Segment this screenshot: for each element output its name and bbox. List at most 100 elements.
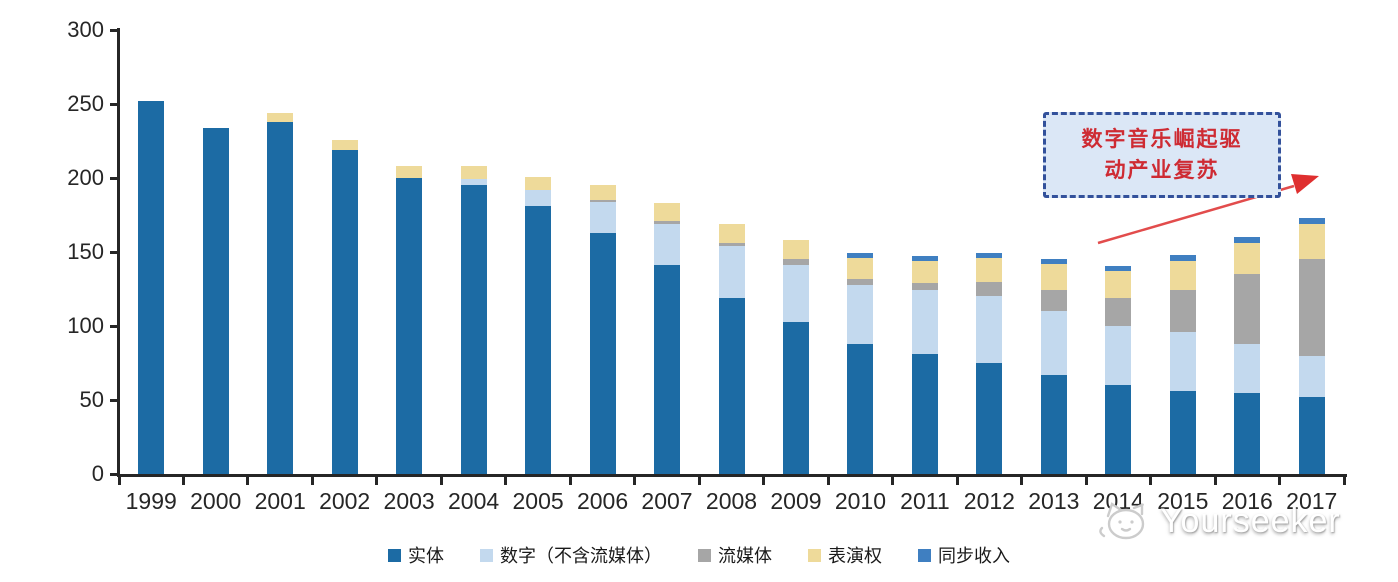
x-tick-label: 2010 (834, 488, 887, 514)
legend-item: 流媒体 (698, 542, 772, 568)
bar-segment-流媒体 (718, 243, 745, 247)
bar-segment-表演权 (331, 139, 358, 150)
x-tick (310, 476, 314, 485)
x-tick-label: 2016 (1221, 488, 1273, 514)
x-tick (246, 476, 250, 485)
bar-segment-实体 (718, 297, 745, 474)
bar-segment-同步收入 (1169, 254, 1196, 261)
legend-label: 表演权 (828, 546, 882, 566)
bar-segment-实体 (654, 265, 681, 474)
bar-segment-实体 (202, 127, 229, 474)
bar-segment-实体 (1234, 392, 1261, 474)
bar-segment-同步收入 (976, 253, 1003, 258)
bar-segment-数字（不含流媒体） (847, 284, 874, 344)
bar-segment-表演权 (1105, 271, 1132, 298)
legend-label: 实体 (408, 546, 444, 566)
y-tick-label: 300 (67, 17, 104, 42)
bar-segment-实体 (138, 101, 165, 474)
x-tick (1278, 476, 1282, 485)
bar-segment-数字（不含流媒体） (911, 290, 938, 355)
legend-label: 数字（不含流媒体） (500, 546, 662, 566)
x-tick (1020, 476, 1024, 485)
x-tick-label: 2002 (319, 488, 371, 514)
bar-segment-表演权 (1169, 260, 1196, 291)
y-tick-label: 250 (67, 91, 104, 116)
bar-segment-数字（不含流媒体） (460, 179, 487, 186)
x-tick (762, 476, 766, 485)
y-tick-label: 100 (67, 313, 104, 338)
x-tick (439, 476, 443, 485)
bar-segment-实体 (911, 354, 938, 474)
x-tick (826, 476, 830, 485)
bar-segment-表演权 (589, 185, 616, 201)
annotation-arrowhead (1291, 174, 1319, 194)
bar-segment-表演权 (976, 257, 1003, 282)
legend-swatch-icon (388, 548, 401, 562)
bar-segment-表演权 (782, 240, 809, 260)
legend-item: 同步收入 (918, 542, 1010, 568)
x-tick-label: 2000 (190, 488, 242, 514)
watermark-text: Yourseeker (1160, 501, 1341, 540)
bar-segment-数字（不含流媒体） (1298, 355, 1325, 398)
bar-segment-数字（不含流媒体） (976, 296, 1003, 363)
y-tick (110, 473, 119, 476)
legend-item: 实体 (388, 542, 444, 568)
bar-segment-流媒体 (654, 220, 681, 224)
bar-segment-数字（不含流媒体） (589, 201, 616, 233)
x-tick (697, 476, 701, 485)
y-tick-label: 0 (91, 461, 104, 486)
legend-label: 流媒体 (718, 546, 772, 566)
bar-segment-实体 (331, 149, 358, 474)
x-tick (891, 476, 895, 485)
bar-segment-实体 (1169, 391, 1196, 474)
watermark-logo-icon (1099, 502, 1145, 540)
x-tick (1149, 476, 1153, 485)
x-tick (504, 476, 508, 485)
annotation-text-line1: 数字音乐崛起驱 (1081, 128, 1243, 151)
x-tick-label: 2007 (641, 488, 693, 514)
x-tick (1342, 476, 1346, 485)
bar-segment-表演权 (267, 112, 294, 122)
y-tick (110, 103, 119, 106)
bar-segment-表演权 (654, 203, 681, 221)
x-tick (181, 476, 185, 485)
y-tick-label: 50 (79, 387, 104, 412)
x-tick (633, 476, 637, 485)
bar-segment-同步收入 (911, 256, 938, 261)
x-axis-line (117, 474, 1347, 477)
bar-segment-实体 (847, 343, 874, 474)
legend-swatch-icon (808, 548, 821, 562)
y-tick (110, 251, 119, 254)
bar-segment-流媒体 (911, 283, 938, 291)
annotation-text-line2: 动产业复苏 (1104, 159, 1220, 182)
bar-segment-同步收入 (1105, 266, 1132, 272)
bar-segment-实体 (1105, 385, 1132, 474)
bar-segment-表演权 (718, 223, 745, 244)
x-tick-label: 2009 (770, 488, 822, 514)
bar-segment-表演权 (1040, 263, 1067, 291)
legend-swatch-icon (480, 548, 493, 562)
bar-segment-表演权 (1234, 243, 1261, 275)
bar-segment-流媒体 (976, 281, 1003, 297)
bar-segment-数字（不含流媒体） (1234, 343, 1261, 393)
x-tick-label: 2017 (1286, 488, 1338, 514)
bar-segment-表演权 (396, 166, 423, 178)
x-tick-label: 2004 (448, 488, 500, 514)
x-tick (955, 476, 959, 485)
bar-segment-实体 (589, 232, 616, 474)
bar-segment-数字（不含流媒体） (1169, 331, 1196, 392)
legend-item: 数字（不含流媒体） (480, 542, 662, 568)
bar-segment-流媒体 (782, 259, 809, 266)
x-tick-label: 2012 (963, 488, 1015, 514)
bar-segment-实体 (1040, 374, 1067, 474)
chart-legend: 实体 数字（不含流媒体） 流媒体 表演权 同步收入 (0, 540, 1398, 570)
bar-segment-同步收入 (1040, 259, 1067, 264)
legend-swatch-icon (918, 548, 931, 562)
bar-segment-流媒体 (1040, 290, 1067, 312)
bar-segment-流媒体 (847, 278, 874, 285)
x-tick-label: 2005 (512, 488, 564, 514)
y-tick (110, 399, 119, 402)
bar-segment-表演权 (1298, 223, 1325, 260)
x-tick-label: 2006 (576, 488, 629, 514)
